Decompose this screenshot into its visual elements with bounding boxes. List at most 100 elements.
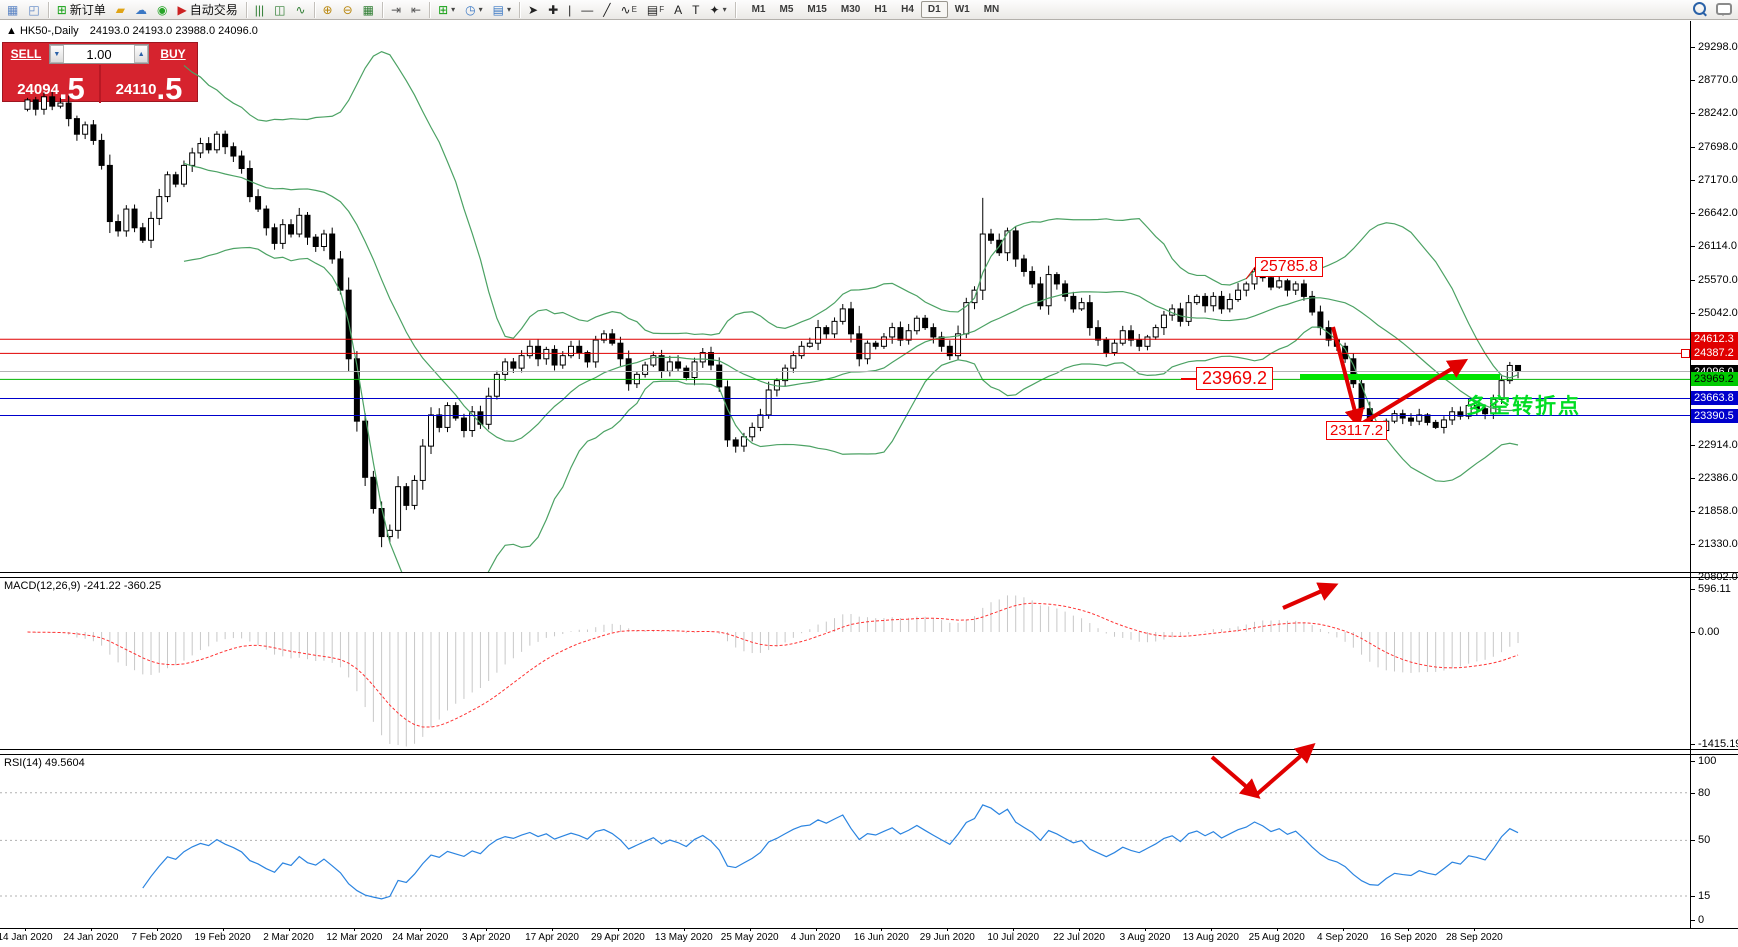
search-icon[interactable] xyxy=(1693,2,1706,15)
auto-scroll-icon[interactable]: ⇤ xyxy=(406,0,426,20)
period-button[interactable]: ◷ ▾ xyxy=(460,0,488,20)
line-chart-icon[interactable]: ∿ xyxy=(290,0,310,20)
text-tool[interactable]: A xyxy=(669,0,687,20)
zoom-in-icon: ⊕ xyxy=(322,2,333,17)
tile-windows-icon[interactable]: ▦ xyxy=(358,0,379,20)
cursor-tool[interactable]: ➤ xyxy=(523,0,543,20)
high-price-label[interactable]: 25785.8 xyxy=(1255,257,1323,277)
crosshair-tool: ✚ xyxy=(548,2,559,17)
price-tag-23663.8: 23663.8 xyxy=(1691,391,1738,406)
text-label-tool[interactable]: T xyxy=(687,0,704,20)
new-chart-button[interactable]: ⊞ ▾ xyxy=(433,0,460,20)
date-label: 24 Jan 2020 xyxy=(63,932,119,943)
price-tick-label: 28770.0 xyxy=(1698,73,1738,86)
arrows-tool[interactable]: ✦ ▾ xyxy=(705,0,732,20)
high-label-connector xyxy=(1245,266,1256,280)
timeframe-h1[interactable]: H1 xyxy=(874,4,888,15)
community-icon[interactable]: ☁ xyxy=(130,0,152,20)
fibonacci-tool: ▤ xyxy=(646,2,659,17)
timeframe-h4[interactable]: H4 xyxy=(901,4,914,15)
arrows-tool-caret[interactable]: ▾ xyxy=(722,5,727,14)
rsi-level-label: 0 xyxy=(1698,913,1705,926)
price-tick-dash xyxy=(1690,212,1695,214)
cursor-tool: ➤ xyxy=(528,2,539,17)
support-price-label[interactable]: 23969.2 xyxy=(1196,367,1274,390)
zoom-out-icon[interactable]: ⊖ xyxy=(338,0,358,20)
low-price-label[interactable]: 23117.2 xyxy=(1326,421,1388,440)
candlestick-chart-icon[interactable]: ◫ xyxy=(269,0,290,20)
date-tick xyxy=(617,928,619,931)
equidistant-channel-tool[interactable]: ∿ E xyxy=(616,0,642,20)
vertical-line-tool: | xyxy=(568,2,572,17)
new-order-button[interactable]: ⊞ 新订单 xyxy=(52,0,111,20)
bar-chart-icon[interactable]: ||| xyxy=(250,0,269,20)
hline-endpoint-handle[interactable] xyxy=(1681,349,1690,358)
indicators-button-caret[interactable]: ▾ xyxy=(507,5,512,14)
timeframe-m1[interactable]: M1 xyxy=(751,4,766,15)
volume-up-button[interactable]: ▲ xyxy=(134,45,148,63)
date-label: 10 Jul 2020 xyxy=(987,932,1040,943)
price-tick-dash xyxy=(1690,312,1695,314)
price-tag-24387.2: 24387.2 xyxy=(1691,346,1738,361)
date-label: 4 Sep 2020 xyxy=(1317,932,1369,943)
date-label: 3 Apr 2020 xyxy=(461,932,511,943)
vertical-line-tool[interactable]: | xyxy=(563,0,576,20)
collapse-icon[interactable]: ▲ xyxy=(6,25,17,37)
terminal-icon[interactable]: ▦ xyxy=(2,0,23,20)
price-tick-label: 29298.0 xyxy=(1698,41,1738,53)
signals-icon[interactable]: ◉ xyxy=(152,0,172,20)
text-label-tool: T xyxy=(692,2,700,17)
date-label: 25 Aug 2020 xyxy=(1248,932,1305,943)
indicators-button[interactable]: ▤ ▾ xyxy=(488,0,516,20)
new-chart-button-caret[interactable]: ▾ xyxy=(451,5,456,14)
rsi-tick-dash xyxy=(1690,919,1695,921)
horizontal-line-tool[interactable]: — xyxy=(576,0,598,20)
rsi-level-label: 15 xyxy=(1698,889,1711,902)
chat-icon[interactable] xyxy=(1716,2,1732,16)
strategy-tester-icon[interactable]: ◰ xyxy=(23,0,44,20)
chart-shift-icon[interactable]: ⇥ xyxy=(386,0,406,20)
zoom-in-icon[interactable]: ⊕ xyxy=(318,0,338,20)
toolbar-separator xyxy=(47,1,49,18)
autotrading-button[interactable]: ▶ 自动交易 xyxy=(172,0,242,20)
timeframe-m30[interactable]: M30 xyxy=(840,4,861,15)
sell-price[interactable]: 24094 .5 xyxy=(17,71,85,106)
volume-down-button[interactable]: ▼ xyxy=(50,45,64,63)
date-tick xyxy=(552,928,554,931)
buy-button[interactable]: BUY xyxy=(160,47,186,61)
sell-button[interactable]: SELL xyxy=(10,47,42,61)
price-tick-dash xyxy=(1690,478,1695,480)
buy-price[interactable]: 24110 .5 xyxy=(115,71,183,106)
rsi-level-label: 80 xyxy=(1698,786,1711,799)
crosshair-tool[interactable]: ✚ xyxy=(543,0,563,20)
price-tick-label: 27170.0 xyxy=(1698,173,1738,186)
macd-rsi-separator[interactable] xyxy=(0,749,1738,750)
metaeditor-icon[interactable]: ▰ xyxy=(111,0,130,20)
date-axis-line xyxy=(0,928,1738,929)
timeframe-m15[interactable]: M15 xyxy=(807,4,827,15)
fibonacci-tool[interactable]: ▤ F xyxy=(642,0,669,20)
rsi-tick-dash xyxy=(1690,761,1695,762)
volume-input[interactable] xyxy=(63,45,135,63)
trendline-tool[interactable]: ╱ xyxy=(598,0,615,20)
period-button-caret[interactable]: ▾ xyxy=(478,5,483,14)
timeframe-m5[interactable]: M5 xyxy=(779,4,794,15)
turning-point-note[interactable]: 多空转折点 xyxy=(1466,395,1581,418)
timeframe-d1[interactable]: D1 xyxy=(920,1,948,18)
date-tick xyxy=(222,928,224,931)
chart-macd-separator[interactable] xyxy=(0,572,1738,573)
toolbar-right xyxy=(1693,2,1732,16)
price-tick-dash xyxy=(1690,544,1695,546)
horizontal-lines xyxy=(0,338,1690,417)
timeframe-mn[interactable]: MN xyxy=(983,4,1000,15)
date-tick xyxy=(1144,928,1146,931)
price-tick-label: 21330.0 xyxy=(1698,538,1738,551)
price-tick-label: 22914.0 xyxy=(1698,439,1738,452)
date-label: 4 Jun 2020 xyxy=(790,932,841,943)
terminal-icon: ▦ xyxy=(7,2,19,17)
price-tag-23969.2: 23969.2 xyxy=(1691,372,1738,387)
price-down-arrow xyxy=(1331,326,1365,429)
timeframe-w1[interactable]: W1 xyxy=(954,4,970,15)
symbol-period: HK50-,Daily xyxy=(19,25,79,37)
